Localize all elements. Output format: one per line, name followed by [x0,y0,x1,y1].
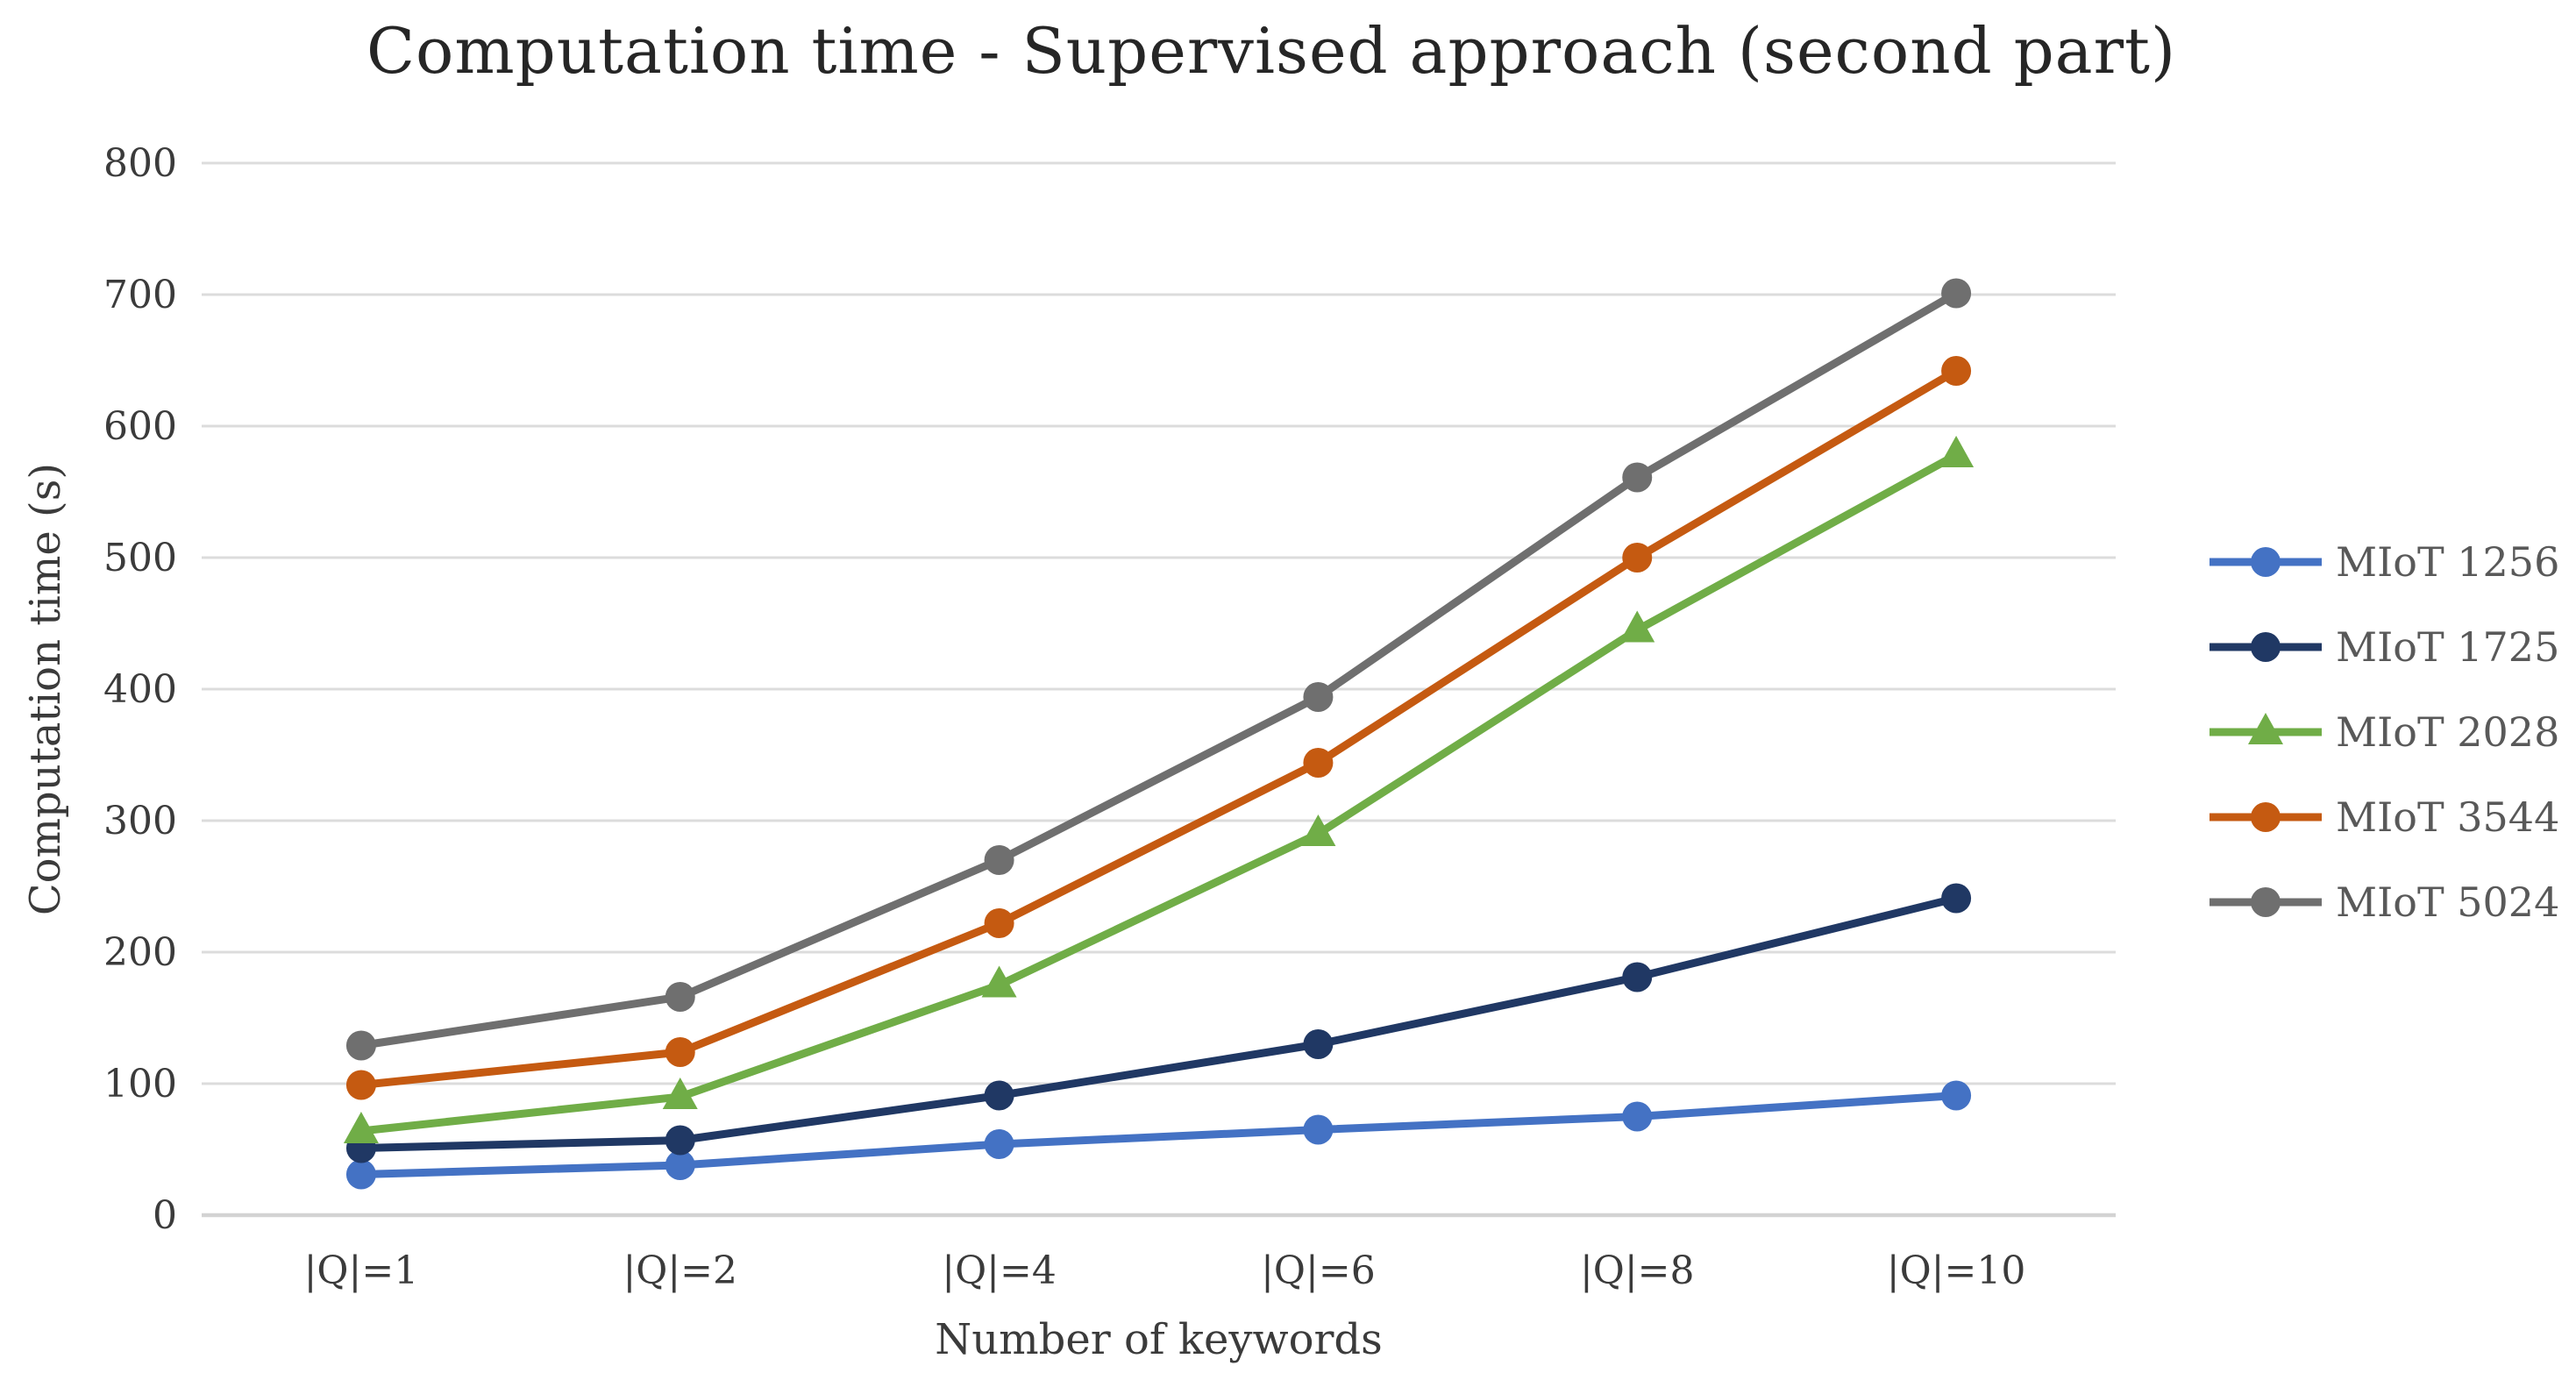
circle-marker-icon [1941,883,1972,914]
circle-marker-icon [984,845,1014,875]
y-tick-label: 300 [103,799,177,843]
circle-marker-icon [1303,682,1334,712]
circle-marker-icon [1303,1029,1334,1059]
circle-marker-icon [984,908,1014,938]
x-category-label: |Q|=4 [942,1248,1057,1293]
x-category-label: |Q|=2 [623,1248,737,1293]
series-line [357,894,1960,1152]
legend-swatch-circle-icon [2210,801,2322,832]
circle-marker-icon [1941,1080,1972,1111]
circle-marker-icon [345,1159,376,1190]
triangle-marker-icon [343,1112,379,1143]
circle-marker-icon [665,1037,695,1067]
triangle-marker-icon [1939,436,1975,467]
circle-marker-icon [1941,278,1972,309]
circle-marker-icon [1622,962,1653,992]
legend-label: MIoT 2028 [2336,708,2560,756]
legend-item: MIoT 2028 [2208,689,2559,774]
circle-marker-icon [2251,631,2281,662]
y-tick-label: 800 [103,141,177,186]
x-axis-title: Number of keywords [935,1315,1383,1364]
legend-label: MIoT 1725 [2336,622,2560,671]
circle-marker-icon [1303,1114,1334,1145]
circle-marker-icon [345,1070,376,1100]
triangle-marker-icon [662,1078,698,1109]
series-miot-2028 [343,436,1975,1143]
legend-item: MIoT 3544 [2208,774,2559,859]
x-category-label: |Q|=6 [1261,1248,1376,1293]
legend-item: MIoT 5024 [2208,859,2559,944]
circle-marker-icon [1622,1101,1653,1132]
y-tick-label: 500 [103,536,177,580]
y-tick-label: 100 [103,1062,177,1106]
circle-marker-icon [665,1150,695,1180]
circle-marker-icon [2251,886,2281,917]
circle-marker-icon [984,1080,1014,1111]
legend-swatch-circle-icon [2210,886,2322,917]
legend-item: MIoT 1256 [2208,519,2559,604]
series-line [357,1092,1960,1178]
y-axis-title: Computation time (s) [21,462,70,916]
legend: MIoT 1256 MIoT 1725 MIoT 2028 MIoT 3544 MIoT… [2208,519,2559,944]
series-line [357,451,1960,1135]
series-miot-1725 [345,883,1972,1163]
x-category-label: |Q|=10 [1887,1248,2026,1293]
y-tick-label: 400 [103,667,177,712]
y-tick-labels: 0 100 200 300 400 500 600 700 800 [103,141,177,1238]
y-tick-label: 0 [153,1193,177,1238]
y-tick-label: 600 [103,404,177,449]
circle-marker-icon [665,1125,695,1156]
series-miot-1256 [345,1080,1972,1190]
series-line [357,366,1960,1089]
triangle-marker-icon [2248,712,2283,744]
x-category-label: |Q|=1 [304,1248,419,1293]
circle-marker-icon [1622,543,1653,573]
circle-marker-icon [1622,462,1653,493]
circle-marker-icon [984,1129,1014,1159]
circle-marker-icon [1941,356,1972,386]
triangle-marker-icon [1300,814,1336,846]
series-miot-5024 [345,278,1972,1061]
y-tick-label: 200 [103,930,177,975]
gridlines [202,161,2116,1218]
x-category-labels: |Q|=1 |Q|=2 |Q|=4 |Q|=6 |Q|=8 |Q|=10 [304,1248,2026,1293]
legend-swatch-circle-icon [2210,546,2322,577]
triangle-marker-icon [981,965,1017,998]
legend-label: MIoT 3544 [2336,793,2560,841]
series-line [357,289,1960,1049]
circle-marker-icon [345,1030,376,1061]
x-category-label: |Q|=8 [1580,1248,1695,1293]
chart-title: Computation time - Supervised approach (… [366,14,2177,88]
y-tick-label: 700 [103,273,177,317]
triangle-marker-icon [1619,610,1655,643]
series-miot-3544 [345,356,1972,1100]
circle-marker-icon [2251,801,2281,832]
circle-marker-icon [2251,546,2281,577]
legend-label: MIoT 1256 [2336,537,2560,586]
legend-label: MIoT 5024 [2336,878,2560,926]
legend-swatch-circle-icon [2210,631,2322,662]
legend-item: MIoT 1725 [2208,604,2559,689]
legend-swatch-triangle-icon [2210,712,2322,744]
circle-marker-icon [1303,748,1334,778]
circle-marker-icon [665,982,695,1012]
